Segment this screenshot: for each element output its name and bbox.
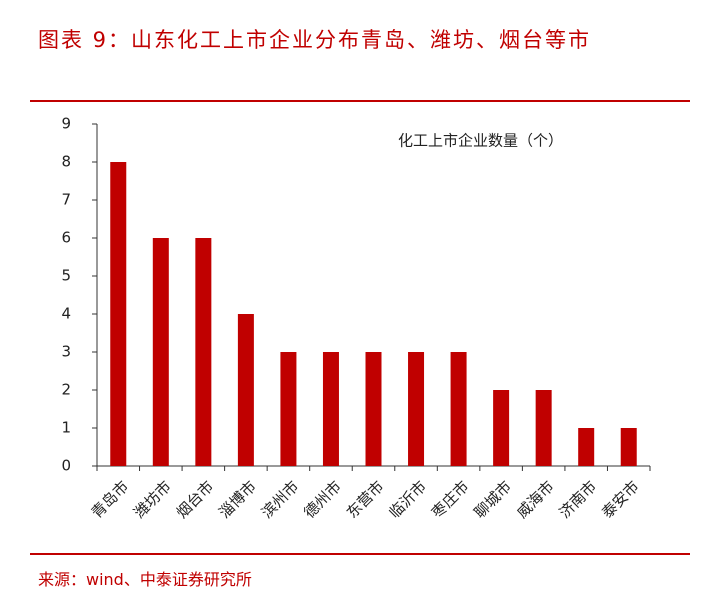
- x-tick-label: 济南市: [556, 477, 601, 522]
- y-tick-label: 8: [61, 153, 71, 171]
- x-tick-label: 青岛市: [88, 477, 133, 522]
- y-tick-label: 2: [61, 381, 71, 399]
- bar: [408, 352, 425, 466]
- y-tick-label: 0: [61, 457, 71, 475]
- bar: [280, 352, 297, 466]
- bar: [110, 162, 127, 466]
- legend-label: 化工上市企业数量（个）: [398, 132, 563, 150]
- x-tick-label: 枣庄市: [428, 477, 473, 522]
- y-tick-label: 6: [61, 229, 71, 247]
- y-tick-label: 4: [61, 305, 71, 323]
- x-tick-label: 东营市: [343, 477, 388, 522]
- x-tick-label: 威海市: [513, 477, 558, 522]
- x-tick-label: 泰安市: [598, 477, 643, 522]
- y-tick-label: 3: [61, 343, 71, 361]
- bar: [578, 428, 595, 466]
- x-tick-label: 淄博市: [215, 477, 260, 522]
- bar: [152, 238, 169, 466]
- source-note: 来源：wind、中泰证券研究所: [38, 570, 252, 589]
- x-tick-label: 临沂市: [385, 477, 430, 522]
- y-tick-label: 7: [61, 191, 71, 209]
- y-tick-label: 5: [61, 267, 71, 285]
- x-tick-label: 潍坊市: [130, 477, 175, 522]
- x-tick-label: 聊城市: [471, 477, 516, 522]
- x-tick-label: 滨州市: [258, 477, 303, 522]
- bar: [493, 390, 510, 466]
- bar: [450, 352, 467, 466]
- bar: [237, 314, 254, 466]
- y-tick-label: 1: [61, 419, 71, 437]
- title-rule: [30, 100, 690, 102]
- source-rule: [30, 553, 690, 555]
- bar: [535, 390, 552, 466]
- bar: [322, 352, 339, 466]
- x-tick-label: 德州市: [300, 477, 345, 522]
- x-tick-label: 烟台市: [173, 477, 218, 522]
- bar: [620, 428, 637, 466]
- bar: [365, 352, 382, 466]
- bar: [195, 238, 212, 466]
- chart-title: 图表 9：山东化工上市企业分布青岛、潍坊、烟台等市: [38, 28, 592, 52]
- y-tick-label: 9: [61, 115, 71, 133]
